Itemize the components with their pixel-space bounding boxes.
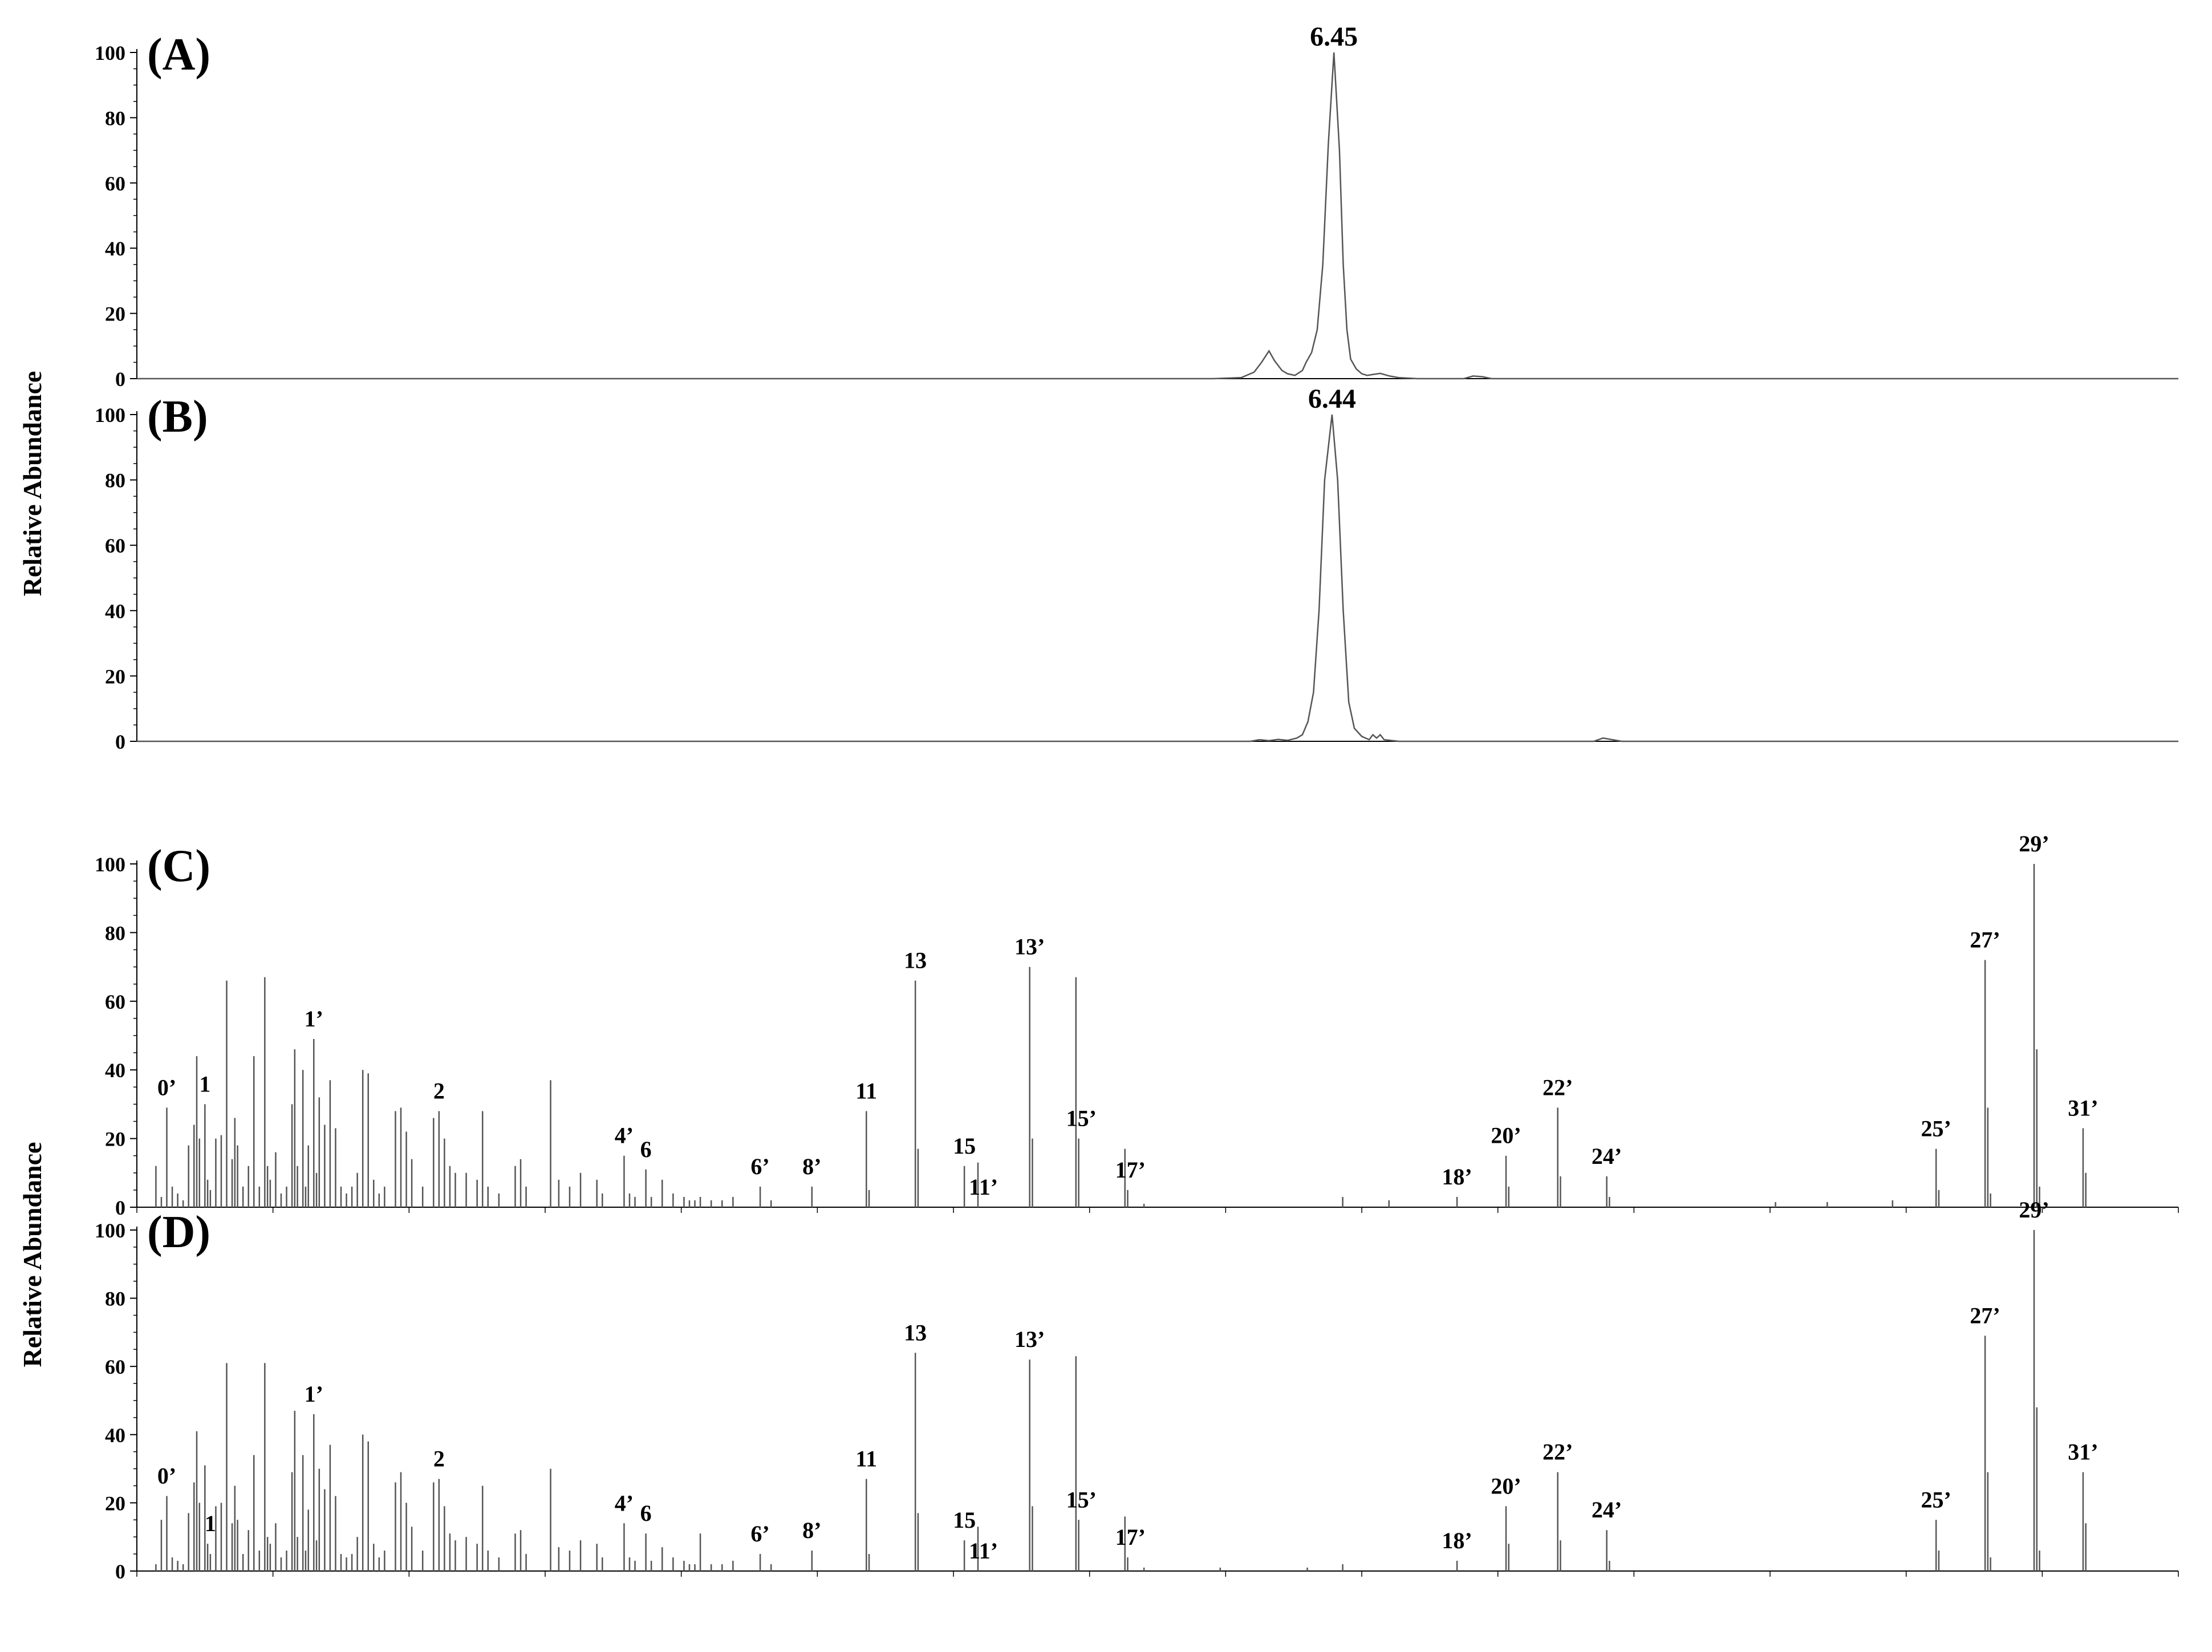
fragment-annotation: 13 bbox=[904, 1320, 927, 1345]
y-tick-label: 20 bbox=[105, 1492, 125, 1515]
panel-label: (C) bbox=[147, 841, 210, 891]
fragment-annotation: 15’ bbox=[1066, 1106, 1097, 1131]
fragment-annotation: 17’ bbox=[1115, 1157, 1146, 1183]
fragment-annotation: 1 bbox=[205, 1511, 216, 1536]
panel-label: (D) bbox=[147, 1207, 210, 1257]
fragment-annotation: 4’ bbox=[615, 1490, 634, 1516]
fragment-annotation: 11 bbox=[855, 1078, 877, 1103]
y-axis-label-chromatograms: Relative Abundance bbox=[18, 371, 47, 596]
panel-label: (A) bbox=[147, 30, 210, 80]
peak-retention-label: 6.45 bbox=[1310, 22, 1358, 52]
y-tick-label: 80 bbox=[105, 107, 125, 129]
fragment-annotation: 2 bbox=[433, 1078, 445, 1103]
y-tick-label: 40 bbox=[105, 237, 125, 260]
fragment-annotation: 27’ bbox=[1970, 927, 2000, 953]
y-tick-label: 20 bbox=[105, 303, 125, 326]
fragment-annotation: 15 bbox=[953, 1133, 976, 1159]
fragment-annotation: 6’ bbox=[750, 1521, 769, 1547]
fragment-annotation: 13’ bbox=[1014, 934, 1045, 960]
y-tick-label: 40 bbox=[105, 1424, 125, 1447]
peak-retention-label: 6.44 bbox=[1308, 384, 1356, 414]
panel-a: 0 20 40 60 80 100 (A) 6.45 bbox=[95, 22, 2178, 391]
fragment-annotation: 22’ bbox=[1543, 1074, 1573, 1100]
fragment-annotation: 24’ bbox=[1592, 1497, 1622, 1523]
y-tick-label: 80 bbox=[105, 922, 125, 944]
panel-label: (B) bbox=[147, 392, 208, 442]
fragment-annotation: 20’ bbox=[1491, 1473, 1521, 1499]
y-tick-label: 80 bbox=[105, 469, 125, 492]
fragment-annotation: 25’ bbox=[1921, 1487, 1951, 1512]
y-tick-label: 0 bbox=[115, 1196, 125, 1219]
fragment-annotation: 22’ bbox=[1543, 1439, 1573, 1465]
fragment-annotation: 18’ bbox=[1442, 1164, 1472, 1190]
fragment-annotation: 31’ bbox=[2068, 1439, 2098, 1465]
fragment-annotation: 1’ bbox=[305, 1381, 323, 1407]
y-tick-label: 100 bbox=[95, 853, 125, 876]
fragment-annotation: 11’ bbox=[969, 1174, 998, 1200]
chromatogram-trace bbox=[137, 52, 2178, 380]
y-tick-label: 60 bbox=[105, 172, 125, 195]
fragment-annotation: 1’ bbox=[305, 1006, 323, 1032]
fragment-annotation: 31’ bbox=[2068, 1095, 2098, 1121]
fragment-annotation: 15 bbox=[953, 1507, 976, 1533]
y-tick-label: 40 bbox=[105, 600, 125, 623]
fragment-annotation: 8’ bbox=[802, 1154, 821, 1179]
fragment-annotation: 6 bbox=[640, 1500, 652, 1526]
fragment-annotation: 20’ bbox=[1491, 1123, 1521, 1148]
y-axis-label-spectra: Relative Abundance bbox=[18, 1142, 47, 1367]
fragment-annotation: 4’ bbox=[615, 1123, 634, 1148]
fragment-annotation: 24’ bbox=[1592, 1143, 1622, 1169]
fragment-annotation: 8’ bbox=[802, 1517, 821, 1543]
fragment-annotation: 17’ bbox=[1115, 1524, 1146, 1550]
fragment-annotation: 29’ bbox=[2019, 1197, 2049, 1223]
panel-b: 0 20 40 60 80 100 (B) 6.44 bbox=[95, 384, 2178, 753]
fragment-annotation: 15’ bbox=[1066, 1487, 1097, 1512]
fragment-annotation: 6’ bbox=[750, 1154, 769, 1179]
fragment-annotation: 0’ bbox=[157, 1463, 176, 1488]
y-tick-label: 60 bbox=[105, 534, 125, 557]
fragment-annotation: 11 bbox=[855, 1446, 877, 1472]
y-tick-label: 0 bbox=[115, 730, 125, 753]
fragment-annotation: 29’ bbox=[2019, 831, 2049, 857]
y-tick-label: 60 bbox=[105, 991, 125, 1013]
y-tick-label: 0 bbox=[115, 1560, 125, 1583]
fragment-annotation: 11’ bbox=[969, 1538, 998, 1564]
y-tick-label: 100 bbox=[95, 42, 125, 64]
fragment-annotation: 0’ bbox=[157, 1074, 176, 1100]
fragment-annotation: 13’ bbox=[1014, 1326, 1045, 1352]
fragment-annotation: 6 bbox=[640, 1136, 652, 1162]
fragment-annotation: 27’ bbox=[1970, 1302, 2000, 1328]
fragment-annotation: 25’ bbox=[1921, 1116, 1951, 1142]
fragment-annotation: 2 bbox=[433, 1446, 445, 1472]
y-tick-label: 0 bbox=[115, 368, 125, 391]
fragment-annotation: 13 bbox=[904, 948, 927, 973]
y-tick-label: 80 bbox=[105, 1288, 125, 1310]
fragment-annotation: 1 bbox=[199, 1071, 210, 1097]
y-tick-label: 20 bbox=[105, 1128, 125, 1151]
y-tick-label: 100 bbox=[95, 1219, 125, 1242]
y-tick-label: 100 bbox=[95, 404, 125, 427]
fragment-annotation: 18’ bbox=[1442, 1528, 1472, 1553]
chromatogram-trace bbox=[137, 414, 2178, 742]
y-tick-label: 40 bbox=[105, 1059, 125, 1082]
y-tick-label: 60 bbox=[105, 1355, 125, 1378]
y-tick-label: 20 bbox=[105, 665, 125, 688]
